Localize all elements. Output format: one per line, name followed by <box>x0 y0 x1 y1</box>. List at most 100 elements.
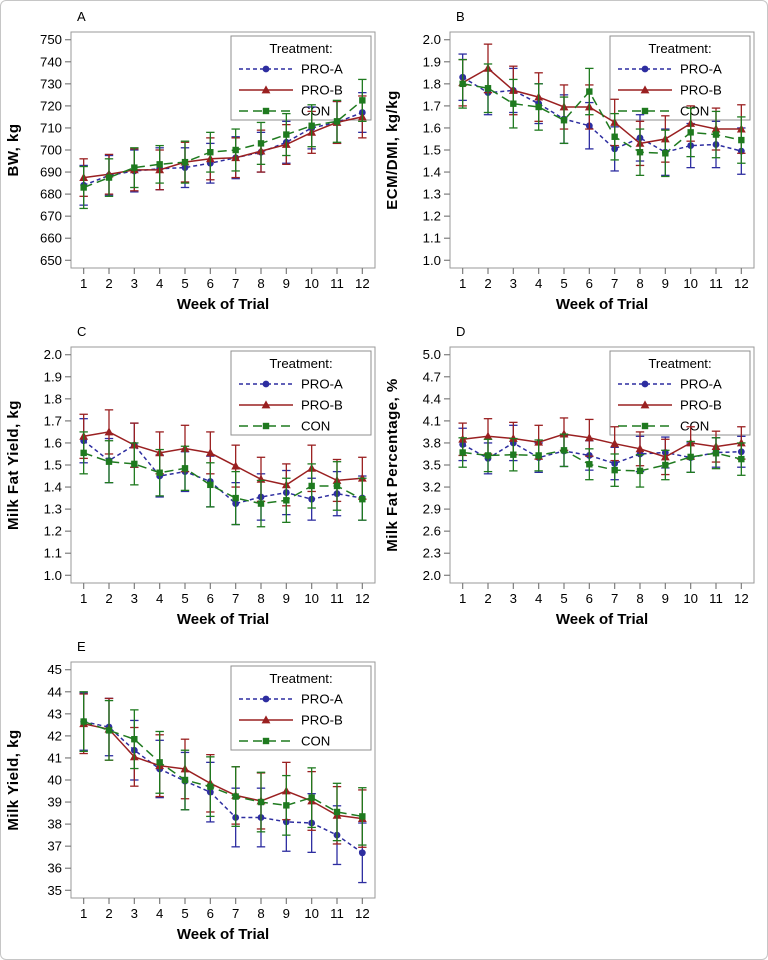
x-tick-label: 10 <box>304 906 319 921</box>
panel-empty <box>382 636 759 949</box>
data-point-marker <box>104 427 114 436</box>
x-tick-label: 6 <box>207 276 214 291</box>
legend-entry-pro-b: PRO-B <box>239 713 343 728</box>
data-point-marker <box>156 161 163 168</box>
x-tick-label: 9 <box>662 276 669 291</box>
y-axis-title: ECM/DMI, kg/kg <box>384 90 401 210</box>
data-point-marker <box>105 458 113 465</box>
x-tick-label: 9 <box>283 591 290 606</box>
x-tick-label: 1 <box>80 906 87 921</box>
series-line <box>83 723 363 820</box>
legend-marker-square <box>262 107 270 115</box>
legend-marker-square <box>641 107 649 115</box>
y-tick-label: 1.5 <box>44 458 62 473</box>
data-point-marker <box>586 88 593 95</box>
data-point-marker <box>333 808 341 816</box>
y-axis: 35 36 37 38 39 40 41 42 43 44 45 <box>47 662 71 898</box>
legend-box <box>609 350 751 436</box>
data-point-marker <box>308 122 315 129</box>
x-tick-label: 11 <box>709 276 723 291</box>
legend-marker-triangle <box>261 85 271 94</box>
x-tick-label: 7 <box>232 591 239 606</box>
y-tick-label: 1.2 <box>423 209 441 224</box>
series-line <box>83 431 363 486</box>
y-tick-label: 40 <box>47 773 62 788</box>
series-con <box>79 431 367 528</box>
data-point-marker <box>231 461 241 470</box>
x-axis-title: Week of Trial <box>556 296 648 313</box>
x-tick-label: 2 <box>484 276 491 291</box>
data-point-marker <box>207 481 214 489</box>
y-tick-label: 3.8 <box>423 435 441 450</box>
x-tick-label: 2 <box>105 591 112 606</box>
x-tick-label: 3 <box>510 276 517 291</box>
x-tick-label: 2 <box>484 591 491 606</box>
x-tick-label: 11 <box>330 276 344 291</box>
series-line <box>462 442 742 465</box>
legend-entry-label: PRO-B <box>680 398 722 413</box>
x-tick-label: 1 <box>459 591 466 606</box>
data-point-marker <box>359 813 366 820</box>
x-axis-title: Week of Trial <box>177 296 269 313</box>
x-axis: 1 2 3 4 5 6 7 8 9 10 11 12 <box>80 898 370 921</box>
y-tick-label: 1.2 <box>44 524 62 539</box>
y-tick-label: 1.8 <box>44 391 62 406</box>
data-point-marker <box>232 793 239 800</box>
x-tick-label: 5 <box>560 591 567 606</box>
data-point-marker <box>584 433 594 442</box>
series-con <box>79 691 367 846</box>
x-tick-label: 6 <box>207 906 214 921</box>
series-line <box>83 111 363 186</box>
y-tick-label: 750 <box>40 32 62 47</box>
data-point-marker <box>687 129 694 136</box>
legend-box <box>609 35 751 121</box>
data-point-marker <box>232 494 239 502</box>
y-tick-label: 700 <box>40 143 62 158</box>
y-tick-label: 2.3 <box>423 546 441 561</box>
legend-marker-triangle <box>261 400 271 409</box>
panel-letter: B <box>456 9 465 24</box>
legend-title: Treatment: <box>269 356 332 371</box>
legend-box <box>230 35 372 121</box>
x-tick-label: 3 <box>131 591 138 606</box>
x-tick-label: 12 <box>355 906 370 921</box>
x-tick-label: 10 <box>683 591 698 606</box>
legend-entry-pro-b: PRO-B <box>239 398 343 413</box>
y-axis: 2.0 2.3 2.6 2.9 3.2 3.5 3.8 4.1 4.4 4.7 5.0 <box>423 347 450 583</box>
data-point-marker <box>712 450 720 457</box>
data-point-marker <box>611 133 618 140</box>
x-tick-label: 3 <box>510 591 517 606</box>
x-tick-label: 2 <box>105 276 112 291</box>
series-line <box>83 452 363 505</box>
legend-entry-label: CON <box>301 734 330 749</box>
y-tick-label: 740 <box>40 54 62 69</box>
series-line <box>83 99 363 189</box>
y-axis: 650 660 670 680 690 700 710 720 730 740 750 <box>40 32 71 268</box>
data-point-marker <box>181 465 189 472</box>
x-tick-label: 6 <box>207 591 214 606</box>
y-tick-label: 710 <box>40 120 62 135</box>
data-point-marker <box>80 449 87 457</box>
x-tick-label: 6 <box>586 276 593 291</box>
y-tick-label: 650 <box>40 253 62 268</box>
panel-letter: A <box>77 9 86 24</box>
x-tick-label: 3 <box>131 276 138 291</box>
legend-box <box>230 350 372 436</box>
legend-entry-con: CON <box>618 419 709 434</box>
x-tick-label: 4 <box>156 276 163 291</box>
data-point-marker <box>510 100 517 107</box>
data-point-marker <box>662 150 669 157</box>
legend-entry-pro-b: PRO-B <box>618 398 722 413</box>
y-tick-label: 38 <box>47 817 62 832</box>
y-tick-label: 670 <box>40 209 62 224</box>
data-point-marker <box>483 431 493 440</box>
data-point-marker <box>662 461 669 469</box>
x-tick-label: 2 <box>105 906 112 921</box>
legend-entry-con: CON <box>618 104 709 119</box>
data-point-marker <box>257 798 265 806</box>
series-line <box>83 720 363 818</box>
y-tick-label: 37 <box>47 839 62 854</box>
x-tick-label: 7 <box>611 591 618 606</box>
x-tick-label: 12 <box>355 276 370 291</box>
